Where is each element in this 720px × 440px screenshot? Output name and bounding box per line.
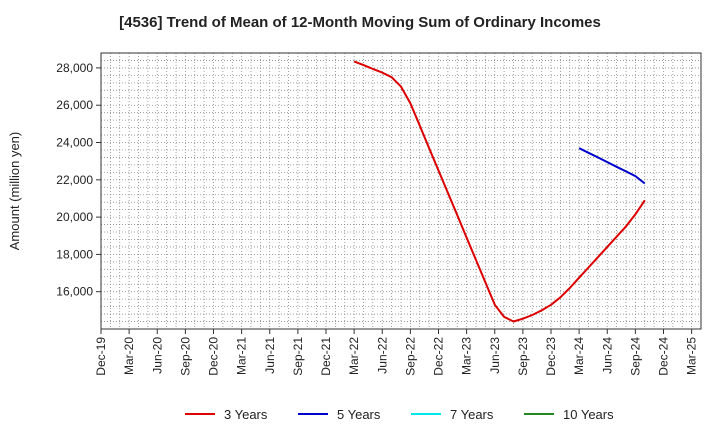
gridlines (101, 53, 701, 329)
y-axis: 16,000 18,000 20,000 22,000 24,000 26,000 28,0… (56, 61, 101, 299)
series-lines (353, 60, 646, 323)
x-tick-label: Sep-21 (291, 337, 305, 376)
y-axis-label: Amount (million yen) (7, 132, 22, 251)
legend-label: 3 Years (224, 407, 268, 422)
y-tick-label: 22,000 (56, 173, 93, 187)
x-tick-label: Jun-20 (150, 337, 164, 374)
series-line-5-years (578, 147, 646, 185)
x-tick-label: Jun-21 (263, 337, 277, 374)
x-tick-label: Mar-25 (685, 337, 699, 375)
x-tick-label: Mar-21 (235, 337, 249, 375)
x-tick-label: Mar-20 (122, 337, 136, 375)
legend: 3 Years 5 Years 7 Years 10 Years (185, 407, 614, 422)
x-tick-label: Dec-20 (207, 337, 221, 376)
y-tick-label: 24,000 (56, 136, 93, 150)
x-axis: Dec-19 Mar-20 Jun-20 Sep-20 Dec-20 Mar-21 Jun-… (94, 329, 699, 376)
y-tick-label: 28,000 (56, 61, 93, 75)
chart-title: [4536] Trend of Mean of 12-Month Moving … (119, 14, 601, 31)
x-tick-label: Dec-19 (94, 337, 108, 376)
x-tick-label: Mar-22 (347, 337, 361, 375)
legend-label: 7 Years (450, 407, 494, 422)
x-tick-label: Jun-23 (488, 337, 502, 374)
y-tick-label: 26,000 (56, 98, 93, 112)
x-tick-label: Sep-24 (628, 337, 642, 376)
x-tick-label: Sep-20 (178, 337, 192, 376)
legend-label: 10 Years (563, 407, 614, 422)
x-tick-label: Dec-21 (319, 337, 333, 376)
x-tick-label: Sep-23 (516, 337, 530, 376)
x-tick-label: Dec-22 (432, 337, 446, 376)
legend-label: 5 Years (337, 407, 381, 422)
plot-frame (100, 52, 702, 330)
y-tick-label: 18,000 (56, 247, 93, 261)
y-tick-label: 20,000 (56, 210, 93, 224)
x-tick-label: Mar-24 (572, 337, 586, 375)
x-tick-label: Dec-24 (657, 337, 671, 376)
x-tick-label: Sep-22 (403, 337, 417, 376)
x-tick-label: Mar-23 (460, 337, 474, 375)
series-line-3-years (353, 60, 646, 323)
y-tick-label: 16,000 (56, 285, 93, 299)
x-tick-label: Jun-22 (375, 337, 389, 374)
x-tick-label: Dec-23 (544, 337, 558, 376)
x-tick-label: Jun-24 (600, 337, 614, 374)
